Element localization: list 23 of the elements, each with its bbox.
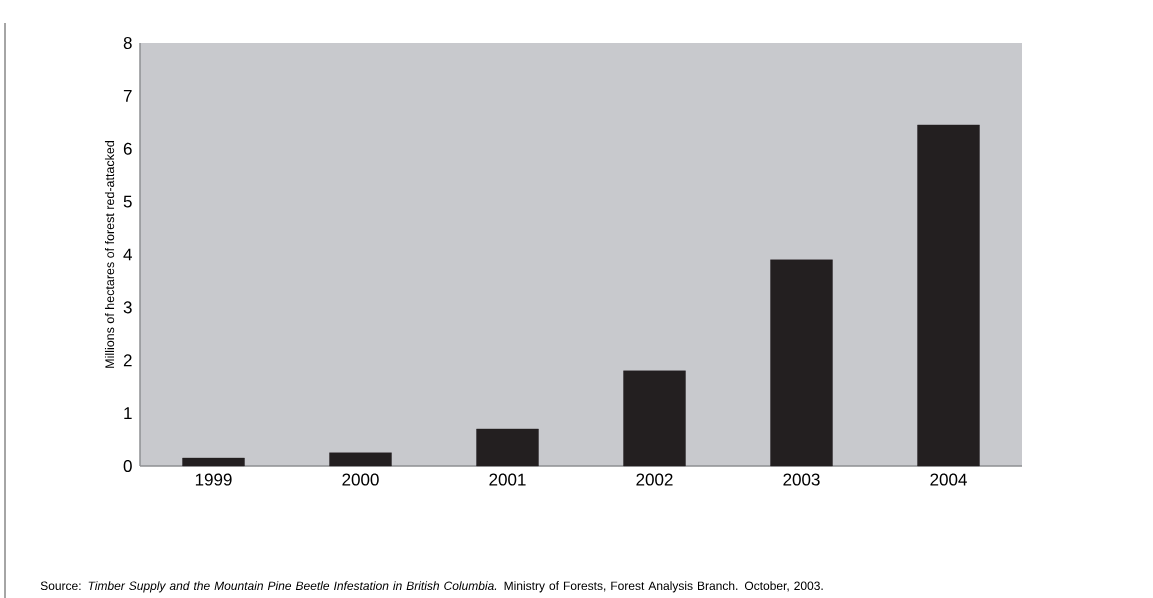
y-tick-label: 6 (123, 142, 132, 155)
x-tick-label: 2004 (930, 473, 967, 486)
x-tick-label: 2003 (783, 473, 820, 486)
x-tick-label: 2000 (342, 473, 379, 486)
y-tick-label: 2 (123, 354, 132, 367)
source-note: Source: Timber Supply and the Mountain Pine Beetle Infestation in British Columbia. Ministry of Forests, Forest Analysis Branch. October, 2003. (40, 581, 823, 593)
y-tick-label: 4 (123, 248, 132, 261)
bar (476, 428, 539, 467)
x-tick-label: 2002 (636, 473, 673, 486)
bar (770, 259, 833, 467)
y-tick-label: 3 (123, 301, 132, 314)
y-axis-title: Millions of hectares of forest red-attacked (104, 141, 115, 368)
y-tick-label: 1 (124, 407, 132, 419)
x-tick-label: 2001 (489, 473, 526, 486)
y-tick-label: 8 (123, 36, 132, 50)
y-tick-label: 5 (123, 195, 132, 208)
bar (329, 452, 392, 467)
x-tick-label: 1999 (195, 473, 232, 486)
y-tick-label: 7 (123, 90, 132, 102)
bar (623, 370, 686, 467)
y-tick-label: 0 (123, 459, 132, 473)
bar (182, 457, 245, 467)
bar (917, 124, 980, 467)
